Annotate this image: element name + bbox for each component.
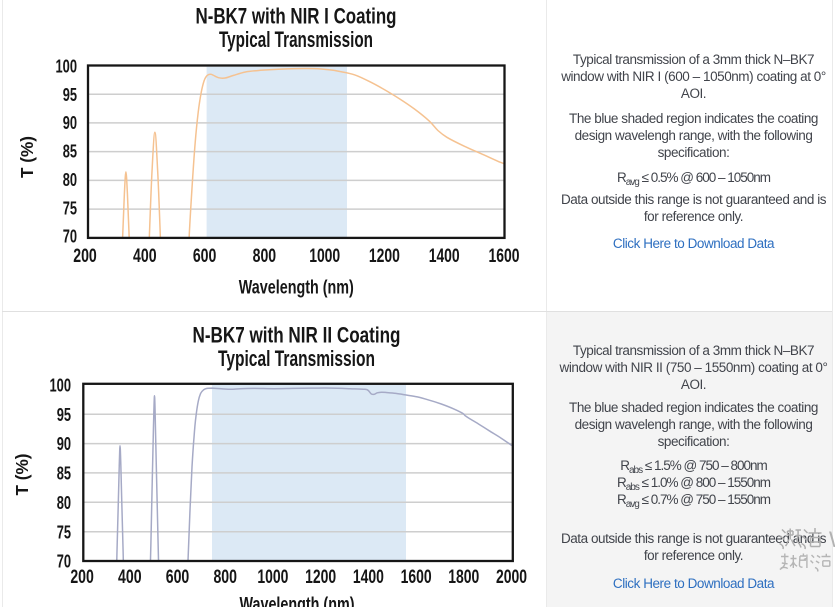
- svg-text:T (%): T (%): [12, 454, 32, 496]
- svg-text:1600: 1600: [401, 567, 432, 588]
- svg-text:2000: 2000: [496, 567, 527, 588]
- svg-text:1600: 1600: [489, 246, 520, 267]
- svg-text:1000: 1000: [257, 567, 288, 588]
- svg-text:600: 600: [166, 567, 190, 588]
- svg-text:N-BK7 with NIR II Coating: N-BK7 with NIR II Coating: [193, 322, 401, 347]
- svg-text:75: 75: [63, 198, 77, 218]
- svg-text:200: 200: [70, 567, 94, 588]
- svg-text:200: 200: [73, 246, 97, 267]
- svg-text:1400: 1400: [429, 246, 460, 267]
- svg-text:75: 75: [57, 522, 71, 542]
- svg-text:1000: 1000: [309, 246, 340, 267]
- svg-text:Typical Transmission: Typical Transmission: [219, 27, 373, 52]
- svg-text:Wavelength (nm): Wavelength (nm): [240, 595, 355, 607]
- svg-text:100: 100: [50, 375, 72, 395]
- svg-text:90: 90: [63, 113, 77, 133]
- svg-text:T (%): T (%): [17, 136, 37, 178]
- svg-text:95: 95: [57, 405, 71, 425]
- svg-text:85: 85: [63, 142, 77, 162]
- svg-text:1200: 1200: [369, 246, 400, 267]
- svg-text:100: 100: [56, 57, 78, 77]
- svg-text:600: 600: [193, 246, 217, 267]
- svg-text:1800: 1800: [448, 567, 479, 588]
- svg-text:800: 800: [213, 567, 237, 588]
- svg-text:80: 80: [63, 170, 77, 190]
- svg-text:400: 400: [133, 246, 157, 267]
- svg-text:95: 95: [63, 85, 77, 105]
- svg-text:1400: 1400: [353, 567, 384, 588]
- svg-text:1200: 1200: [305, 567, 336, 588]
- svg-text:800: 800: [253, 246, 277, 267]
- svg-text:85: 85: [57, 464, 71, 484]
- svg-text:Typical Transmission: Typical Transmission: [218, 346, 375, 371]
- svg-text:80: 80: [57, 493, 71, 513]
- svg-text:400: 400: [118, 567, 142, 588]
- svg-text:70: 70: [57, 552, 71, 572]
- svg-text:90: 90: [57, 434, 71, 454]
- svg-text:W: W: [829, 527, 835, 552]
- svg-text:Wavelength (nm): Wavelength (nm): [239, 278, 354, 299]
- svg-text:N-BK7 with NIR I Coating: N-BK7 with NIR I Coating: [196, 3, 397, 28]
- svg-text:70: 70: [63, 227, 77, 247]
